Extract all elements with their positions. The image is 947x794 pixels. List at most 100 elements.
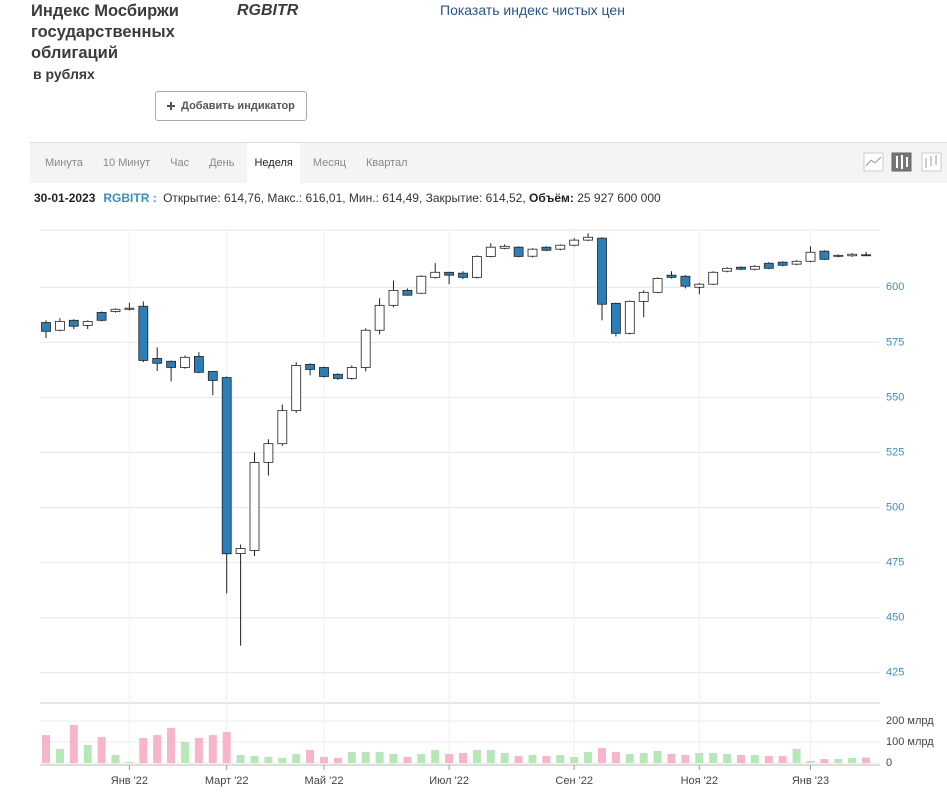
volume-value: 25 927 600 000 <box>577 191 661 205</box>
tab[interactable]: Месяц <box>312 157 347 169</box>
volume-bar <box>139 737 148 763</box>
y-tick-label: 525 <box>886 446 904 458</box>
x-tick-label: Март '22 <box>205 775 249 787</box>
volume-bar <box>403 756 412 763</box>
candle-body <box>430 271 441 278</box>
info-line: 30-01-2023 RGBITR : Открытие: 614,76, Мак… <box>34 191 661 205</box>
volume-bar <box>278 757 287 763</box>
volume-tick-label: 100 млрд <box>886 736 934 748</box>
candle-body <box>499 245 510 249</box>
chart-type-icons[interactable] <box>863 152 947 174</box>
volume-bar <box>542 756 551 763</box>
candle-body <box>555 244 566 250</box>
candle-body <box>402 289 413 296</box>
candle-body <box>124 307 135 310</box>
tab[interactable]: Час <box>170 157 190 169</box>
candle-body <box>207 371 218 381</box>
volume-bar <box>639 752 648 763</box>
candle-body <box>611 302 621 334</box>
candle-body <box>708 271 719 285</box>
volume-bar <box>820 759 829 763</box>
volume-bar <box>181 741 189 763</box>
candle-body <box>597 237 607 305</box>
volume-bar <box>97 736 106 763</box>
add-indicator-button[interactable]: Добавить индикатор <box>155 91 307 121</box>
candle-body <box>722 267 732 272</box>
candle-body <box>55 321 65 331</box>
candle-body <box>180 356 190 368</box>
button-label: Добавить индикатор <box>181 100 295 112</box>
volume-bar <box>389 753 398 763</box>
candle-body <box>166 360 177 368</box>
volume-bar <box>55 748 64 763</box>
candle-body <box>541 246 552 251</box>
volume-bar <box>862 757 871 763</box>
volume-bar <box>625 753 634 763</box>
volume-bar <box>778 756 787 763</box>
volume-bar <box>264 756 273 763</box>
candle-body <box>750 265 760 270</box>
volume-bar <box>514 756 523 763</box>
candle-body <box>583 236 593 241</box>
volume-bar <box>375 752 384 763</box>
x-tick-label: Янв '23 <box>792 775 829 787</box>
page-title: Индекс Мосбиржи государственных облигаци… <box>31 2 179 62</box>
volume-bar <box>347 752 356 763</box>
volume-bar <box>750 755 759 763</box>
date: 30-01-2023 <box>34 191 96 205</box>
x-tick-label: Сен '22 <box>555 775 593 787</box>
volume-bar <box>333 757 342 763</box>
x-tick-label: Янв '22 <box>111 775 148 787</box>
y-tick-label: 550 <box>886 391 904 403</box>
tab[interactable]: Квартал <box>366 157 408 169</box>
tab[interactable]: Минута <box>45 157 83 169</box>
candle-body <box>736 266 746 270</box>
candle-body <box>805 251 816 262</box>
subtitle: в рублях <box>33 66 95 82</box>
candle-body <box>346 367 357 379</box>
candle-body <box>110 308 121 312</box>
x-tick-label: Май '22 <box>305 775 344 787</box>
volume-bar <box>611 752 620 763</box>
volume-tick-label: 0 <box>886 757 892 769</box>
candle-body <box>332 373 343 379</box>
volume-bar <box>848 757 857 763</box>
y-tick-label: 450 <box>886 612 904 624</box>
candle-body <box>569 239 580 246</box>
clean-price-link[interactable]: Показать индекс чистых цен <box>440 2 625 18</box>
candle-body <box>291 365 302 412</box>
candle-body <box>861 254 871 257</box>
candle-body <box>680 275 691 287</box>
volume-bar <box>528 755 537 763</box>
tab[interactable]: 10 Минут <box>102 157 151 169</box>
tab[interactable]: Неделя <box>247 143 300 183</box>
volume-bar <box>153 735 162 763</box>
candle-body <box>471 256 482 278</box>
candle-body <box>819 250 830 260</box>
candle-body <box>666 274 677 278</box>
tab[interactable]: День <box>209 157 235 169</box>
info-ticker: RGBITR : <box>103 191 157 205</box>
y-tick-label: 575 <box>886 336 904 348</box>
candle-body <box>527 248 538 257</box>
candle-body <box>41 322 51 332</box>
volume-bar <box>42 735 50 763</box>
volume-bar <box>653 751 662 763</box>
volume-bar <box>764 756 773 763</box>
volume-bar <box>292 753 301 763</box>
volume-label: Объём: <box>529 191 574 205</box>
x-tick-label: Ноя '22 <box>681 775 718 787</box>
candle-body <box>638 291 649 302</box>
candle-body <box>847 253 858 257</box>
volume-bar <box>806 760 815 763</box>
volume-bar <box>125 761 134 763</box>
volume-bar <box>445 753 454 763</box>
volume-bar <box>194 737 203 763</box>
volume-bar <box>250 756 259 763</box>
candle-body <box>694 283 705 288</box>
volume-bar <box>236 755 245 763</box>
y-tick-label: 475 <box>886 557 904 569</box>
candle-body <box>624 300 635 334</box>
volume-bar <box>208 735 217 763</box>
